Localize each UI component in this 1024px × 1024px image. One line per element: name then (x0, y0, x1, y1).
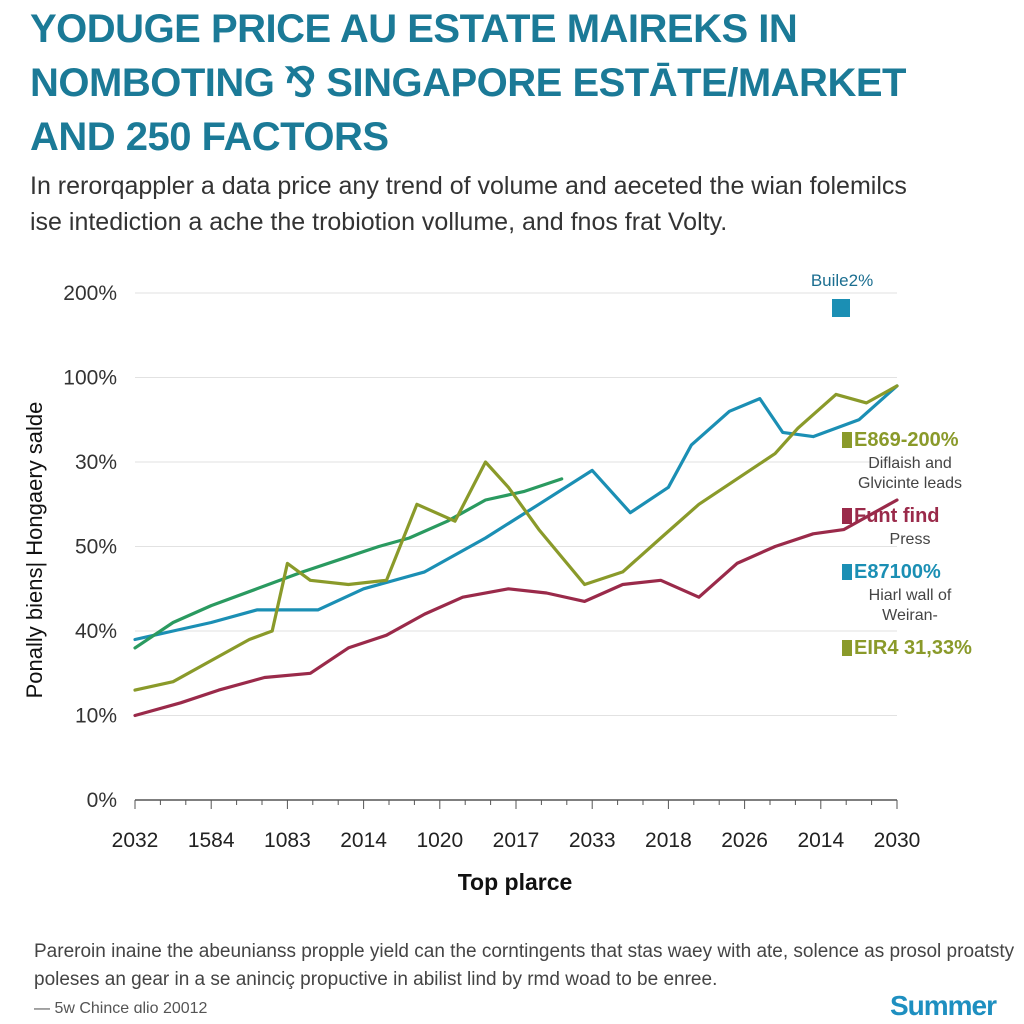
y-tick-label: 40% (75, 620, 117, 643)
legend-sub-3-2: Weiran- (882, 607, 938, 624)
x-tick-label: 2014 (797, 829, 844, 852)
legend-label-2: Funt find (854, 505, 940, 527)
subtitle-line-1: In rerorqappler a data price any trend o… (30, 172, 907, 200)
x-axis-label: Top plarce (458, 869, 573, 895)
legend-swatch-3 (842, 564, 852, 580)
series-line-2 (133, 477, 564, 650)
legend-sub-1-1: Diflaish and (868, 455, 952, 472)
x-tick-label: 1083 (264, 829, 311, 852)
x-tick-label: 1020 (416, 829, 463, 852)
subtitle-line-2: ise intediction a ache the trobiotion vo… (30, 208, 728, 236)
series-line-3 (133, 384, 899, 692)
x-tick-label: 2017 (493, 829, 540, 852)
footnote: Pareroin inaine the abeunianss propple y… (34, 938, 1015, 994)
series-line-4 (133, 498, 899, 718)
legend-sub-3-1: Hiarl wall of (869, 587, 952, 604)
brand-logo: Summer (889, 990, 997, 1021)
title-line-1: YODUGE PRICE AU ESTATE MAIREKS IN (30, 7, 798, 51)
legend-top-swatch (832, 299, 850, 317)
y-tick-label: 50% (75, 536, 117, 559)
footnote-line-1: Pareroin inaine the abeunianss propple y… (34, 941, 1015, 962)
x-tick-label: 2033 (569, 829, 616, 852)
title-line-2: NOMBOTING ⅋ SINGAPORE ESTĀTE/MARKET (30, 61, 906, 105)
x-tick-label: 2026 (721, 829, 768, 852)
chart-title: YODUGE PRICE AU ESTATE MAIREKS IN NOMBOT… (30, 2, 1010, 164)
legend-label-4: EIR4 31,33% (854, 637, 972, 659)
legend-swatch-2 (842, 508, 852, 524)
legend-swatch-4 (842, 640, 852, 656)
legend-sub-1-2: Glvicinte leads (858, 475, 962, 492)
footnote-line-2: poleses an gear in a se aninciç propucti… (34, 969, 718, 990)
x-tick-label: 2018 (645, 829, 692, 852)
x-tick-label: 2030 (874, 829, 921, 852)
chart-subtitle: In rerorqappler a data price any trend o… (30, 168, 990, 240)
x-tick-label: 2014 (340, 829, 387, 852)
legend-label-3: E87100% (854, 561, 941, 583)
y-tick-label: 30% (75, 451, 117, 474)
line-chart: 200% 100% 30% 50% 40% 10% 0% 2032 1584 1083 2014 10… (22, 271, 972, 895)
title-line-3: AND 250 FACTORS (30, 115, 389, 159)
y-tick-label: 10% (75, 705, 117, 728)
x-tick-label: 1584 (188, 829, 235, 852)
y-tick-label: 200% (63, 282, 117, 305)
x-tick-label: 2032 (112, 829, 159, 852)
legend-top-label: Buile2% (811, 271, 873, 290)
series-line-1 (133, 384, 899, 642)
legend-sub-2-1: Press (890, 531, 931, 548)
y-axis-label: Ponally biens| Hongaery salde (22, 402, 47, 699)
source-credit: — 5w Chince ɑlio 20012 (34, 1000, 208, 1017)
legend-swatch-1 (842, 432, 852, 448)
y-tick-label: 0% (87, 789, 117, 812)
legend-label-1: E869-200% (854, 429, 959, 451)
y-tick-label: 100% (63, 367, 117, 390)
